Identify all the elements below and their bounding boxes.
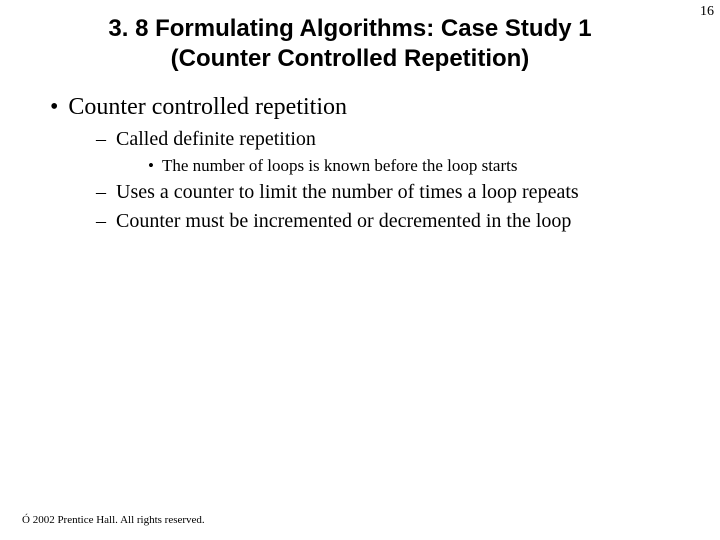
slide-title: 3. 8 Formulating Algorithms: Case Study … bbox=[0, 0, 720, 74]
bullet-level3: The number of loops is known before the … bbox=[148, 156, 680, 176]
copyright-footer: Ó 2002 Prentice Hall. All rights reserve… bbox=[22, 514, 205, 526]
page-number: 16 bbox=[700, 4, 714, 20]
title-line-1: 3. 8 Formulating Algorithms: Case Study … bbox=[60, 14, 640, 44]
bullet-level2: Called definite repetition bbox=[96, 127, 680, 152]
title-line-2: (Counter Controlled Repetition) bbox=[60, 44, 640, 74]
slide-body: Counter controlled repetition Called def… bbox=[0, 74, 720, 234]
bullet-level2: Counter must be incremented or decrement… bbox=[96, 209, 680, 234]
bullet-level1: Counter controlled repetition bbox=[48, 94, 680, 121]
bullet-level2: Uses a counter to limit the number of ti… bbox=[96, 180, 680, 205]
